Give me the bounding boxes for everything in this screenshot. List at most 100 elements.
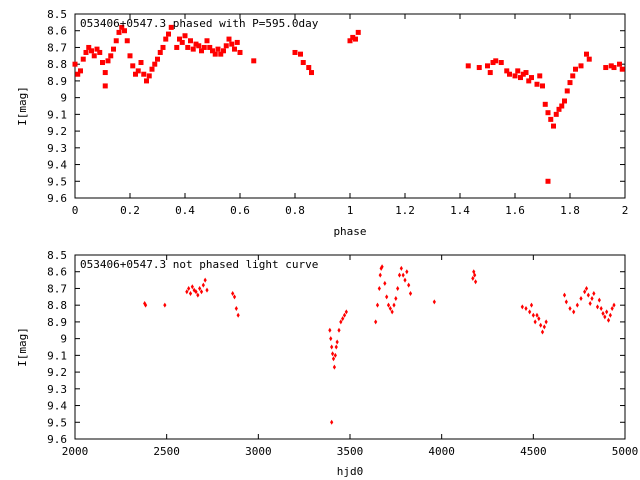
data-point <box>386 302 391 308</box>
x-tick-label: 2 <box>622 204 629 217</box>
data-point <box>337 327 341 333</box>
data-point <box>407 282 411 288</box>
data-point <box>553 111 559 117</box>
data-point <box>179 39 185 45</box>
data-point <box>215 46 221 52</box>
phased-light-curve-panel: 0 0.2 0.4 0.6 0.8 1 1.2 1.4 1.6 1.8 2 8.5 8.6 8.7 8.8 8… <box>16 8 628 238</box>
data-point <box>568 306 572 312</box>
y-tick-label: 8.5 <box>47 249 67 262</box>
y-tick-label: 8.6 <box>47 266 67 279</box>
data-point <box>408 290 413 296</box>
data-point <box>603 314 607 320</box>
y-tick-label: 9 <box>60 92 67 105</box>
data-point <box>234 39 240 45</box>
data-point <box>234 306 238 312</box>
data-point <box>378 272 382 278</box>
data-point <box>564 299 568 305</box>
data-point <box>375 302 380 308</box>
data-point <box>347 38 353 44</box>
data-point <box>80 56 86 62</box>
data-point <box>383 280 387 286</box>
data-point <box>298 51 303 57</box>
data-point <box>330 344 334 350</box>
data-point <box>350 34 356 40</box>
data-point <box>572 309 576 315</box>
y-tick-label: 9.4 <box>47 400 67 413</box>
data-point <box>144 78 149 84</box>
data-point <box>595 304 600 310</box>
x-tick-label: 1.4 <box>450 204 470 217</box>
data-point <box>564 88 570 94</box>
data-point <box>556 106 562 112</box>
data-point <box>94 46 100 52</box>
data-point <box>390 309 394 315</box>
data-point <box>548 116 554 122</box>
y-tick-label: 8.7 <box>47 41 67 54</box>
data-point <box>540 329 545 335</box>
y-tick-label: 8.6 <box>47 25 67 38</box>
data-point <box>545 110 551 116</box>
data-point <box>199 48 204 54</box>
data-point <box>374 319 378 325</box>
data-point <box>203 277 207 283</box>
data-point <box>190 284 194 290</box>
data-point <box>339 319 343 325</box>
data-point <box>187 285 191 291</box>
data-point <box>599 306 603 312</box>
data-point <box>155 56 160 62</box>
data-point <box>465 63 471 69</box>
data-point <box>204 38 210 44</box>
x-tick-label: 2500 <box>153 445 180 458</box>
data-point <box>111 46 116 52</box>
data-point <box>473 272 477 278</box>
data-point <box>221 48 226 54</box>
data-point <box>251 58 257 64</box>
data-point <box>603 65 609 71</box>
x-axis-label: hjd0 <box>337 465 364 478</box>
data-point <box>75 71 81 77</box>
data-point <box>520 304 524 310</box>
data-point <box>579 295 583 301</box>
data-point <box>583 289 587 295</box>
data-point <box>163 36 169 42</box>
data-point <box>292 49 298 55</box>
data-point <box>331 356 336 362</box>
y-tick-label: 9.6 <box>47 433 67 446</box>
data-point <box>300 60 306 66</box>
data-point <box>528 309 532 315</box>
y-tick-label: 8.9 <box>47 316 67 329</box>
data-point <box>490 60 496 66</box>
data-point <box>194 289 198 295</box>
data-point <box>231 290 235 296</box>
data-point <box>188 38 193 44</box>
data-point <box>83 49 89 55</box>
y-tick-label: 8.9 <box>47 75 67 88</box>
data-point <box>212 51 218 57</box>
data-point <box>529 302 534 308</box>
y-axis-label: I[mag] <box>16 86 29 126</box>
data-point <box>377 285 381 291</box>
data-point <box>226 36 232 42</box>
y-tick-label: 9.1 <box>47 108 67 121</box>
data-point <box>535 312 539 318</box>
data-point <box>401 272 405 278</box>
data-point <box>487 70 493 76</box>
x-tick-label: 5000 <box>612 445 639 458</box>
data-point <box>97 49 103 55</box>
data-point <box>605 309 609 315</box>
data-point <box>526 78 532 84</box>
data-point <box>341 316 345 322</box>
x-tick-label: 3000 <box>245 445 272 458</box>
data-point <box>542 101 548 107</box>
x-tick-label: 1.2 <box>395 204 415 217</box>
data-point <box>588 301 592 307</box>
data-point <box>520 71 526 77</box>
data-point <box>108 53 114 59</box>
data-point <box>130 63 136 69</box>
data-point <box>473 279 478 285</box>
data-point <box>575 302 579 308</box>
data-point <box>405 269 409 275</box>
x-tick-label: 1.6 <box>505 204 525 217</box>
data-point <box>236 312 240 318</box>
